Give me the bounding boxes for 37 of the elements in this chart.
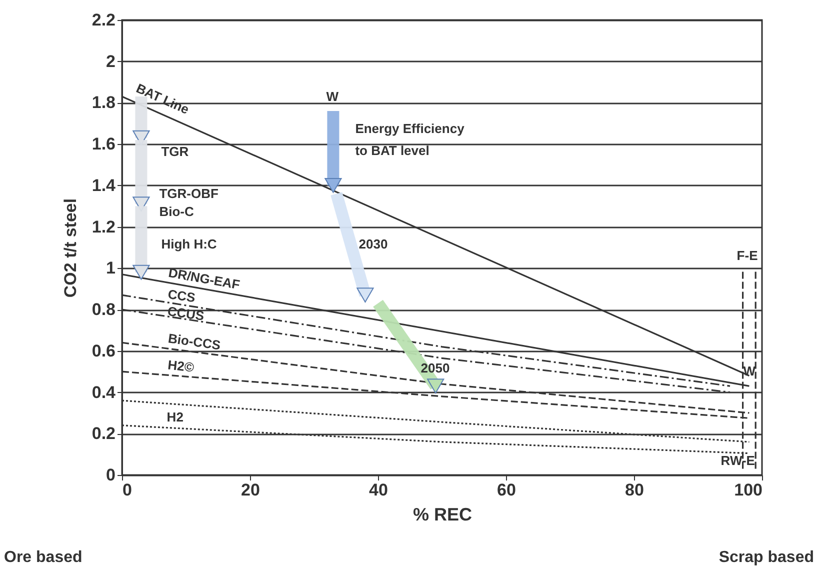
y-tick-label: 1.2 xyxy=(92,217,116,236)
y-tick-label: 1.6 xyxy=(92,134,116,154)
x-axis-title: % REC xyxy=(412,504,472,524)
annotation: RW-E xyxy=(720,452,756,468)
text: Ore based xyxy=(4,549,82,566)
y-tick-label: 2 xyxy=(106,52,116,71)
x-tick-label: 20 xyxy=(241,480,260,500)
y-tick-label: 0.4 xyxy=(92,382,116,402)
annotation: TGR xyxy=(161,144,190,159)
annotation: Bio-C xyxy=(159,204,194,220)
y-tick-label: 0 xyxy=(106,466,116,484)
annotation: H2© xyxy=(167,357,196,375)
x-tick-label: 60 xyxy=(497,480,516,500)
x-tick-label: 0 xyxy=(122,480,132,500)
x-tick-label: 80 xyxy=(625,480,644,500)
y-tick-label: 2.2 xyxy=(92,10,116,30)
y-tick-label: 1.8 xyxy=(92,93,116,112)
y-tick-label: 1.4 xyxy=(92,176,116,195)
annotation: High H:C xyxy=(161,236,218,252)
y-tick-label: 0.6 xyxy=(92,341,116,360)
annotation: TGR-OBF xyxy=(159,186,218,202)
x-tick-label: 40 xyxy=(369,480,388,500)
annotation: 2030 xyxy=(358,236,388,252)
annotation: F-E xyxy=(736,248,758,264)
annotation: H2 xyxy=(166,410,184,425)
annotation: Energy Efficiency xyxy=(355,121,466,136)
annotation: to BAT level xyxy=(355,143,430,158)
annotation: Bio-CCS xyxy=(167,330,222,353)
y-tick-label: 1 xyxy=(106,258,116,278)
text: Scrap based xyxy=(718,549,814,566)
annotation: W xyxy=(326,89,340,104)
y-tick-label: 0.2 xyxy=(92,424,116,444)
annotation: 2050 xyxy=(420,360,450,376)
annotation: CCS xyxy=(166,286,197,306)
x-tick-label: 100 xyxy=(734,480,762,500)
y-axis-title: CO2 t/t steel xyxy=(60,198,80,298)
y-tick-label: 0.8 xyxy=(92,300,116,320)
